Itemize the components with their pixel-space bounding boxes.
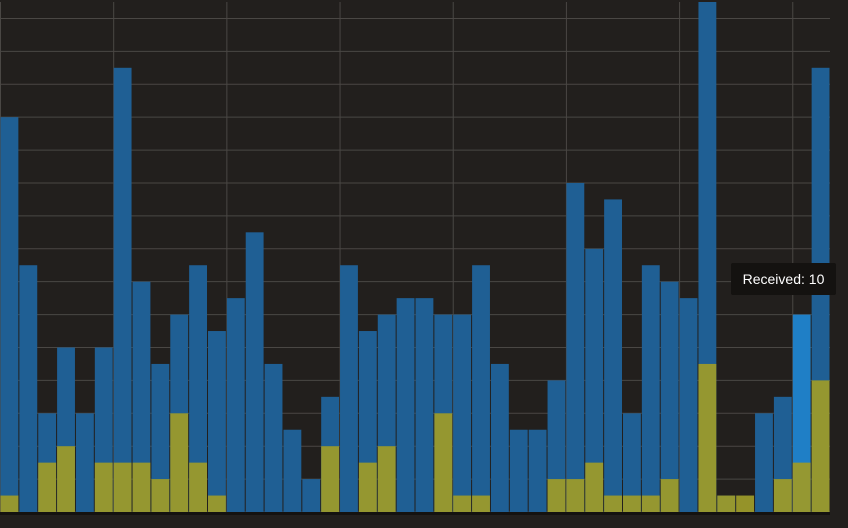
bar-primary[interactable]	[189, 265, 207, 512]
bar-primary[interactable]	[396, 298, 415, 512]
bar-primary[interactable]	[472, 265, 490, 512]
tooltip-label: Received	[742, 271, 801, 287]
bar-secondary[interactable]	[434, 413, 453, 512]
bar-secondary[interactable]	[208, 495, 226, 512]
bar-primary[interactable]	[528, 429, 547, 512]
bar-primary[interactable]	[585, 248, 604, 512]
bar-secondary[interactable]	[113, 462, 132, 512]
bar-primary[interactable]	[245, 232, 264, 513]
bar-primary[interactable]	[641, 265, 660, 512]
bar-secondary[interactable]	[472, 495, 490, 512]
bar-primary[interactable]	[660, 281, 679, 512]
bar-primary[interactable]	[264, 363, 283, 512]
bar-primary[interactable]	[132, 281, 151, 512]
bar-primary[interactable]	[453, 314, 472, 512]
bar-secondary[interactable]	[566, 479, 585, 512]
chart-baseline	[0, 512, 830, 515]
bar-primary[interactable]	[566, 182, 585, 512]
bar-primary[interactable]	[490, 363, 509, 512]
bar-secondary[interactable]	[717, 495, 736, 512]
bar-primary[interactable]	[302, 479, 321, 512]
bar-secondary[interactable]	[453, 495, 472, 512]
bar-secondary[interactable]	[377, 446, 396, 512]
bar-primary[interactable]	[208, 331, 226, 512]
bar-secondary[interactable]	[94, 462, 113, 512]
bar-primary[interactable]	[283, 429, 302, 512]
bar-secondary[interactable]	[321, 446, 340, 512]
bar-secondary[interactable]	[0, 495, 19, 512]
bar-secondary[interactable]	[189, 462, 207, 512]
bar-secondary[interactable]	[585, 462, 604, 512]
bar-primary[interactable]	[755, 413, 773, 512]
bar-secondary[interactable]	[358, 462, 377, 512]
bar-secondary[interactable]	[792, 462, 811, 512]
bar-secondary[interactable]	[811, 380, 830, 512]
bar-primary[interactable]	[19, 265, 38, 512]
bar-primary[interactable]	[226, 298, 245, 512]
bar-secondary[interactable]	[660, 479, 679, 512]
bar-secondary[interactable]	[604, 495, 622, 512]
bar-primary[interactable]	[340, 265, 358, 512]
bar-secondary[interactable]	[736, 495, 755, 512]
tooltip: Received: 10	[731, 263, 836, 295]
bar-primary[interactable]	[509, 429, 528, 512]
bar-secondary[interactable]	[57, 446, 75, 512]
tooltip-separator: :	[801, 271, 809, 287]
bar-primary[interactable]	[679, 298, 698, 512]
bar-primary[interactable]	[151, 363, 170, 512]
bar-secondary[interactable]	[151, 479, 170, 512]
bar-primary[interactable]	[75, 413, 94, 512]
bar-secondary[interactable]	[641, 495, 660, 512]
bar-secondary[interactable]	[132, 462, 151, 512]
tooltip-value: 10	[808, 271, 825, 287]
bar-secondary[interactable]	[547, 479, 566, 512]
bar-secondary[interactable]	[698, 363, 717, 512]
bar-secondary[interactable]	[38, 462, 57, 512]
bar-primary[interactable]	[415, 298, 434, 512]
bar-secondary[interactable]	[623, 495, 641, 512]
bar-primary[interactable]	[113, 67, 132, 512]
bar-secondary[interactable]	[773, 479, 792, 512]
series-primary-bars	[0, 2, 830, 513]
bar-primary[interactable]	[623, 413, 641, 512]
bar-primary[interactable]	[0, 117, 19, 513]
bar-primary[interactable]	[604, 199, 622, 512]
bar-secondary[interactable]	[170, 413, 189, 512]
series-secondary-bars	[0, 363, 830, 512]
